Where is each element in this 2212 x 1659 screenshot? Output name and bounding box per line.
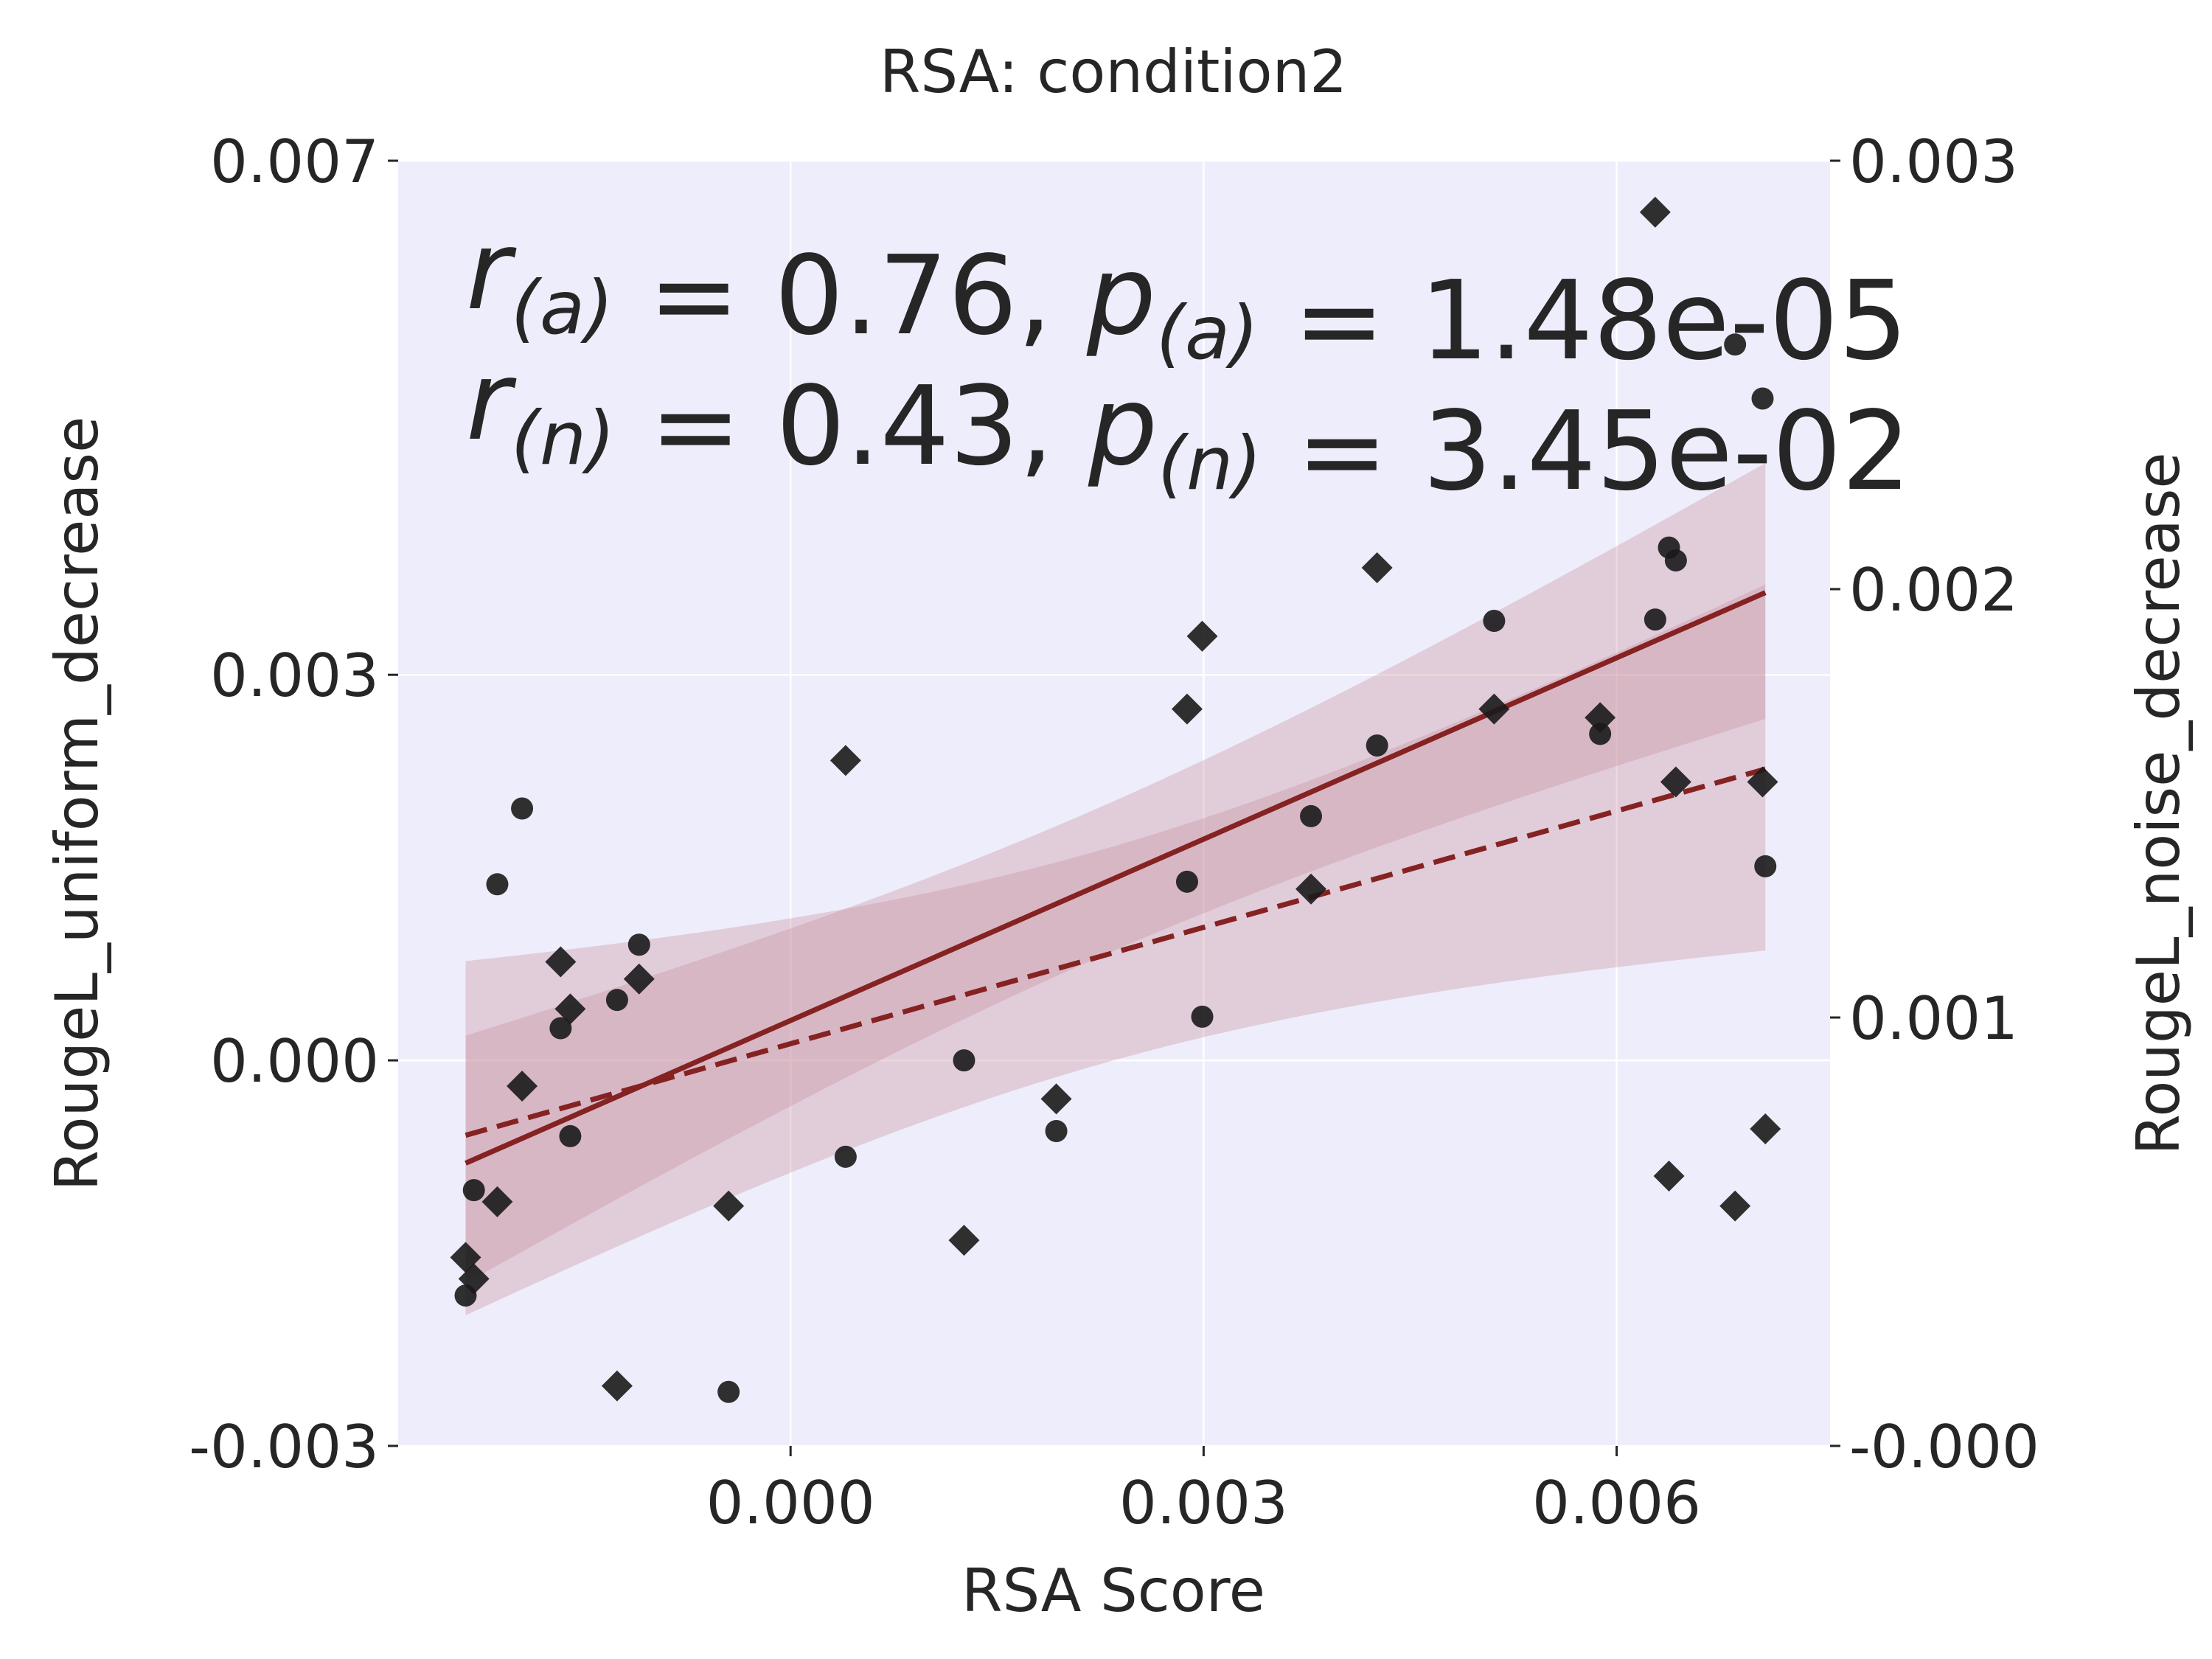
confidence-band-right: [465, 584, 1766, 1315]
data-point-diamond: [1361, 552, 1393, 583]
data-point-diamond: [1295, 873, 1327, 905]
data-point-diamond: [458, 1263, 490, 1295]
data-point-diamond: [1186, 620, 1218, 652]
data-point-circle: [1754, 855, 1777, 877]
data-point-diamond: [507, 1070, 538, 1102]
y-axis-right-label: RougeL_noise_decrease: [2124, 452, 2193, 1155]
data-point-circle: [1589, 723, 1612, 745]
data-point-diamond: [1750, 1113, 1781, 1145]
data-point-circle: [717, 1380, 740, 1403]
chart-title: RSA: condition2: [880, 38, 1347, 106]
x-tick-label: 0.006: [1532, 1469, 1701, 1537]
data-point-diamond: [601, 1370, 633, 1402]
data-point-circle: [1366, 734, 1388, 757]
data-point-diamond: [948, 1225, 980, 1256]
y-left-tick-label: 0.000: [210, 1027, 379, 1096]
y-left-tick-label: 0.007: [210, 128, 379, 196]
data-point-circle: [605, 989, 628, 1012]
axes: 0.000 0.003 0.006 -0.003 0.000 0.003 0.007 -0.0…: [189, 128, 2039, 1537]
data-point-diamond: [713, 1190, 745, 1222]
data-point-diamond: [1653, 1160, 1685, 1192]
data-point-circle: [627, 933, 650, 956]
data-point-diamond: [1719, 1190, 1751, 1222]
regression-lines: [465, 590, 1767, 1166]
data-point-circle: [1191, 1005, 1214, 1028]
y-axis-left-label: RougeL_uniform_decrease: [43, 417, 111, 1192]
data-point-circle: [559, 1124, 582, 1147]
y-left-tick-label: 0.003: [210, 641, 379, 710]
data-point-circle: [1045, 1119, 1068, 1142]
data-point-diamond: [545, 946, 577, 978]
data-point-circle: [1300, 804, 1323, 827]
confidence-band-left: [465, 463, 1766, 1284]
data-point-diamond: [1660, 766, 1691, 798]
data-point-circle: [549, 1017, 572, 1040]
data-point-circle: [462, 1179, 485, 1202]
data-point-circle: [953, 1049, 975, 1072]
data-point-circle: [1175, 870, 1198, 893]
data-point-diamond: [554, 993, 586, 1025]
data-point-diamond: [830, 745, 861, 776]
data-point-circle: [1644, 608, 1666, 631]
grid-lines: [398, 159, 1830, 1447]
data-point-circle: [1751, 387, 1774, 410]
y-left-tick-label: -0.003: [189, 1413, 379, 1481]
y-right-tick-label: -0.000: [1849, 1413, 2039, 1481]
data-point-diamond: [1171, 693, 1203, 725]
confidence-bands: [465, 463, 1766, 1315]
data-markers: [450, 196, 1781, 1403]
correlation-stats-n: r(n) = 0.43, p(n) = 3.45e-02: [466, 338, 1911, 515]
correlation-stats-a: r(a) = 0.76, p(a) = 1.48e-05: [466, 207, 1908, 384]
x-tick-label: 0.000: [706, 1469, 875, 1537]
y-right-tick-label: 0.003: [1849, 128, 2018, 196]
data-point-circle: [834, 1145, 857, 1168]
x-axis-label: RSA Score: [961, 1557, 1265, 1625]
data-point-diamond: [623, 963, 655, 995]
data-point-circle: [1483, 609, 1506, 632]
y-right-tick-label: 0.002: [1849, 556, 2018, 625]
y-right-tick-label: 0.001: [1849, 984, 2018, 1053]
data-point-diamond: [481, 1186, 513, 1217]
data-point-diamond: [1747, 766, 1778, 798]
data-point-circle: [511, 797, 534, 820]
x-tick-label: 0.003: [1119, 1469, 1288, 1537]
data-point-diamond: [1585, 702, 1616, 734]
data-point-diamond: [1040, 1083, 1072, 1115]
data-point-diamond: [1639, 196, 1671, 228]
data-point-circle: [1724, 333, 1747, 356]
data-point-circle: [1664, 549, 1687, 572]
data-point-circle: [486, 873, 509, 896]
plot-background: [398, 161, 1830, 1446]
data-point-diamond: [1478, 693, 1510, 725]
regression-line-left: [465, 590, 1767, 1166]
